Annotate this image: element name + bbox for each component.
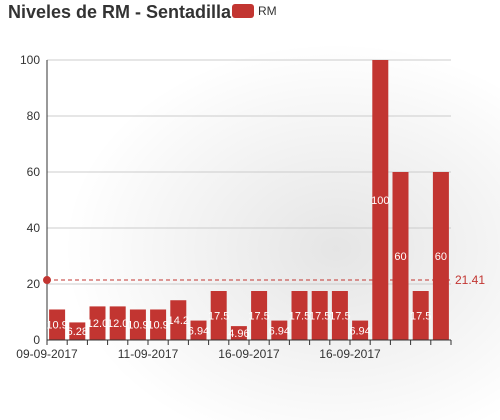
x-tick-label: 11-09-2017 — [118, 347, 179, 361]
bar-value-label: 60 — [435, 251, 447, 263]
bar-value-label: 10.9 — [147, 320, 168, 332]
bar[interactable] — [372, 60, 389, 340]
mean-line-marker — [43, 276, 51, 285]
bar-value-label: 10.9 — [46, 320, 67, 332]
x-tick-label: 16-09-2017 — [319, 347, 381, 361]
y-tick-label: 20 — [27, 277, 41, 291]
bar-value-label: 17.5 — [410, 311, 431, 323]
bar[interactable] — [271, 320, 288, 340]
bar-value-label: 6.94 — [188, 325, 209, 337]
bar-value-label: 6.28 — [67, 326, 88, 338]
bar-value-label: 17.5 — [208, 311, 229, 323]
bar[interactable] — [129, 309, 146, 340]
bar[interactable] — [109, 306, 126, 340]
bar-value-label: 14.2 — [168, 315, 189, 327]
bar-value-label: 10.9 — [127, 320, 148, 332]
bar[interactable] — [170, 300, 187, 340]
bar-value-label: 6.94 — [349, 325, 370, 337]
bar[interactable] — [331, 291, 348, 340]
bar[interactable] — [392, 172, 409, 340]
y-tick-label: 80 — [27, 109, 41, 123]
bar[interactable] — [89, 306, 106, 340]
bar[interactable] — [432, 172, 449, 340]
bar-value-label: 17.5 — [329, 311, 350, 323]
bar[interactable] — [251, 291, 268, 340]
bar[interactable] — [352, 320, 369, 340]
bar-value-label: 6.94 — [269, 325, 290, 337]
bar-value-label: 4.96 — [228, 328, 249, 340]
y-tick-label: 40 — [27, 221, 41, 235]
y-tick-label: 0 — [33, 333, 40, 347]
chart-title: Niveles de RM - Sentadilla — [8, 2, 232, 22]
bar-value-label: 17.5 — [248, 311, 269, 323]
bar[interactable] — [412, 291, 429, 340]
bar-value-label: 17.5 — [309, 311, 330, 323]
legend-swatch — [232, 4, 254, 18]
bar[interactable] — [210, 291, 227, 340]
bar[interactable] — [230, 326, 247, 340]
bar-value-label: 17.5 — [289, 311, 310, 323]
bar[interactable] — [69, 322, 86, 340]
bar-value-label: 100 — [371, 195, 389, 207]
bar-value-label: 12.0 — [87, 318, 108, 330]
bar[interactable] — [49, 309, 66, 340]
legend[interactable]: RM — [232, 4, 277, 18]
y-tick-label: 100 — [20, 53, 40, 67]
mean-line-label: 21.41 — [455, 273, 485, 287]
bar[interactable] — [190, 320, 207, 340]
bar-chart: 02040608010010.96.2812.012.010.910.914.2… — [16, 53, 485, 361]
bar[interactable] — [291, 291, 308, 340]
y-tick-label: 60 — [27, 165, 41, 179]
bar-value-label: 60 — [394, 251, 406, 263]
bar-value-label: 12.0 — [107, 318, 128, 330]
bar[interactable] — [311, 291, 328, 340]
x-tick-label: 09-09-2017 — [16, 347, 78, 361]
bar[interactable] — [150, 309, 167, 340]
x-tick-label: 16-09-2017 — [218, 347, 280, 361]
legend-label: RM — [258, 4, 277, 18]
